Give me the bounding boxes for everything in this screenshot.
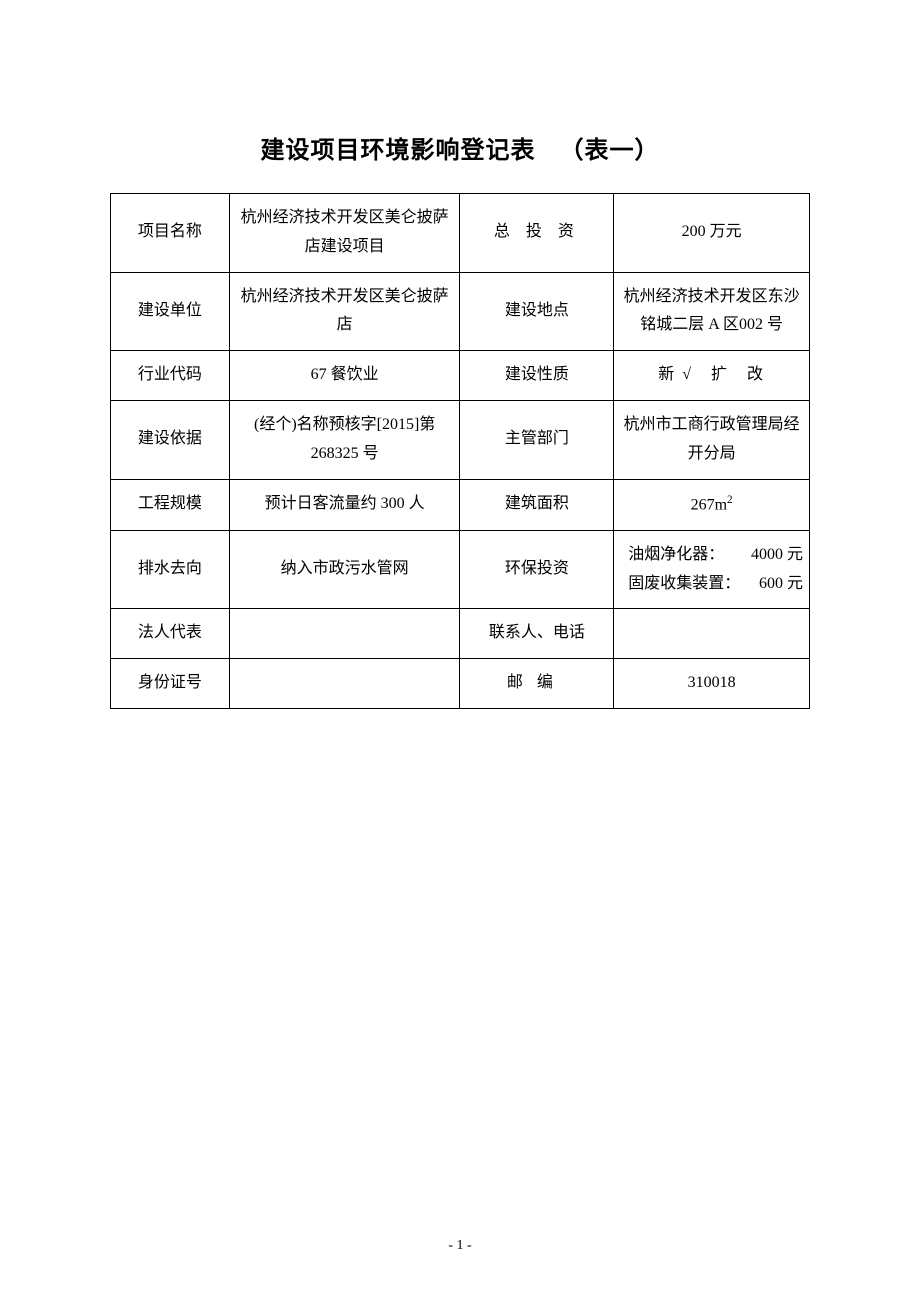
label-construction-site: 建设地点 bbox=[460, 272, 614, 351]
label-construction-nature: 建设性质 bbox=[460, 351, 614, 401]
label-id-number: 身份证号 bbox=[111, 659, 230, 709]
table-row: 排水去向 纳入市政污水管网 环保投资 油烟净化器： 4000 元 固废收集装置：… bbox=[111, 530, 810, 609]
label-project-scale: 工程规模 bbox=[111, 479, 230, 530]
label-total-investment: 总 投 资 bbox=[460, 194, 614, 273]
table-row: 建设依据 (经个)名称预核字[2015]第 268325 号 主管部门 杭州市工… bbox=[111, 400, 810, 479]
table-row: 法人代表 联系人、电话 bbox=[111, 609, 810, 659]
label-project-name: 项目名称 bbox=[111, 194, 230, 273]
value-total-investment: 200 万元 bbox=[614, 194, 810, 273]
value-construction-basis: (经个)名称预核字[2015]第 268325 号 bbox=[229, 400, 460, 479]
value-env-investment: 油烟净化器： 4000 元 固废收集装置： 600 元 bbox=[614, 530, 810, 609]
table-row: 身份证号 邮编 310018 bbox=[111, 659, 810, 709]
value-postcode: 310018 bbox=[614, 659, 810, 709]
value-project-scale: 预计日客流量约 300 人 bbox=[229, 479, 460, 530]
label-construction-unit: 建设单位 bbox=[111, 272, 230, 351]
table-row: 工程规模 预计日客流量约 300 人 建筑面积 267m2 bbox=[111, 479, 810, 530]
value-drainage: 纳入市政污水管网 bbox=[229, 530, 460, 609]
table-row: 建设单位 杭州经济技术开发区美仑披萨店 建设地点 杭州经济技术开发区东沙铭城二层… bbox=[111, 272, 810, 351]
page-number: - 1 - bbox=[0, 1238, 920, 1254]
label-legal-rep: 法人代表 bbox=[111, 609, 230, 659]
value-construction-unit: 杭州经济技术开发区美仑披萨店 bbox=[229, 272, 460, 351]
registration-table: 项目名称 杭州经济技术开发区美仑披萨店建设项目 总 投 资 200 万元 建设单… bbox=[110, 193, 810, 709]
value-authority: 杭州市工商行政管理局经开分局 bbox=[614, 400, 810, 479]
label-drainage: 排水去向 bbox=[111, 530, 230, 609]
value-legal-rep bbox=[229, 609, 460, 659]
value-construction-site: 杭州经济技术开发区东沙铭城二层 A 区002 号 bbox=[614, 272, 810, 351]
value-project-name: 杭州经济技术开发区美仑披萨店建设项目 bbox=[229, 194, 460, 273]
table-row: 行业代码 67 餐饮业 建设性质 新 √ 扩 改 bbox=[111, 351, 810, 401]
label-env-investment: 环保投资 bbox=[460, 530, 614, 609]
table-row: 项目名称 杭州经济技术开发区美仑披萨店建设项目 总 投 资 200 万元 bbox=[111, 194, 810, 273]
label-construction-basis: 建设依据 bbox=[111, 400, 230, 479]
label-floor-area: 建筑面积 bbox=[460, 479, 614, 530]
value-floor-area: 267m2 bbox=[614, 479, 810, 530]
value-construction-nature: 新 √ 扩 改 bbox=[614, 351, 810, 401]
page-title: 建设项目环境影响登记表 （表一） bbox=[110, 130, 810, 165]
value-id-number bbox=[229, 659, 460, 709]
label-contact: 联系人、电话 bbox=[460, 609, 614, 659]
label-industry-code: 行业代码 bbox=[111, 351, 230, 401]
title-suffix: （表一） bbox=[560, 137, 660, 164]
value-industry-code: 67 餐饮业 bbox=[229, 351, 460, 401]
value-contact bbox=[614, 609, 810, 659]
label-postcode: 邮编 bbox=[460, 659, 614, 709]
document-page: 建设项目环境影响登记表 （表一） 项目名称 杭州经济技术开发区美仑披萨店建设项目 … bbox=[0, 0, 920, 1302]
title-main: 建设项目环境影响登记表 bbox=[261, 137, 536, 164]
label-authority: 主管部门 bbox=[460, 400, 614, 479]
